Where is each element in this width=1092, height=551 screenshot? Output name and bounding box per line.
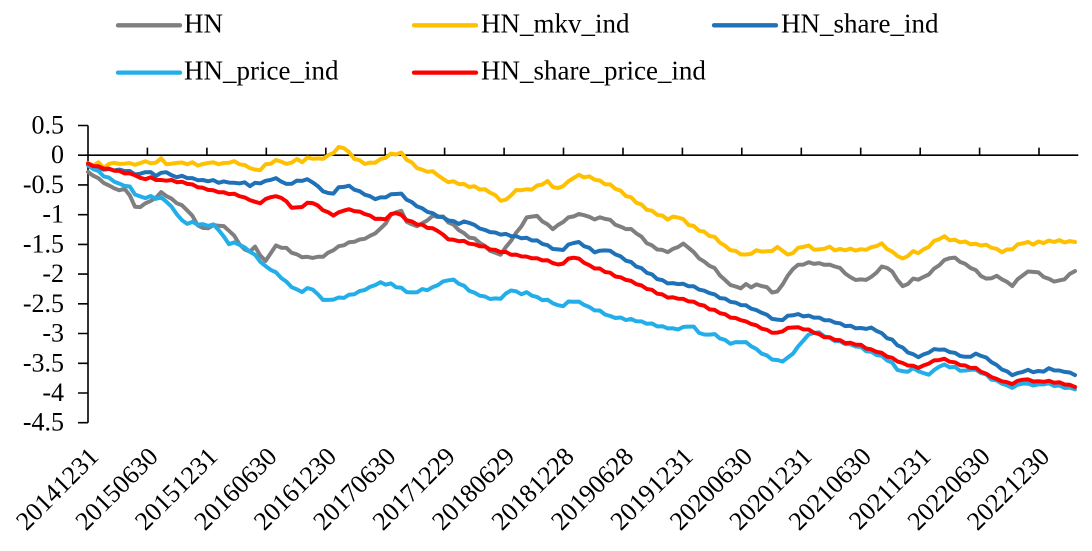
svg-text:-1.5: -1.5 [23,229,64,258]
svg-text:0.5: 0.5 [32,111,65,140]
svg-text:HN_share_ind: HN_share_ind [781,8,939,38]
svg-text:-2: -2 [42,259,64,288]
svg-text:-1: -1 [42,200,64,229]
svg-text:-2.5: -2.5 [23,289,64,318]
svg-text:HN_price_ind: HN_price_ind [184,56,339,86]
svg-text:-3: -3 [42,319,64,348]
svg-text:-4.5: -4.5 [23,408,64,437]
svg-text:-0.5: -0.5 [23,170,64,199]
svg-text:-3.5: -3.5 [23,348,64,377]
svg-text:HN_share_price_ind: HN_share_price_ind [481,56,706,86]
svg-text:HN_mkv_ind: HN_mkv_ind [481,8,630,38]
svg-text:HN: HN [184,8,223,38]
svg-text:-4: -4 [42,378,64,407]
svg-text:0: 0 [51,140,64,169]
